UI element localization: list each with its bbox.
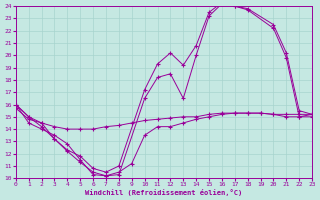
X-axis label: Windchill (Refroidissement éolien,°C): Windchill (Refroidissement éolien,°C) [85,189,243,196]
